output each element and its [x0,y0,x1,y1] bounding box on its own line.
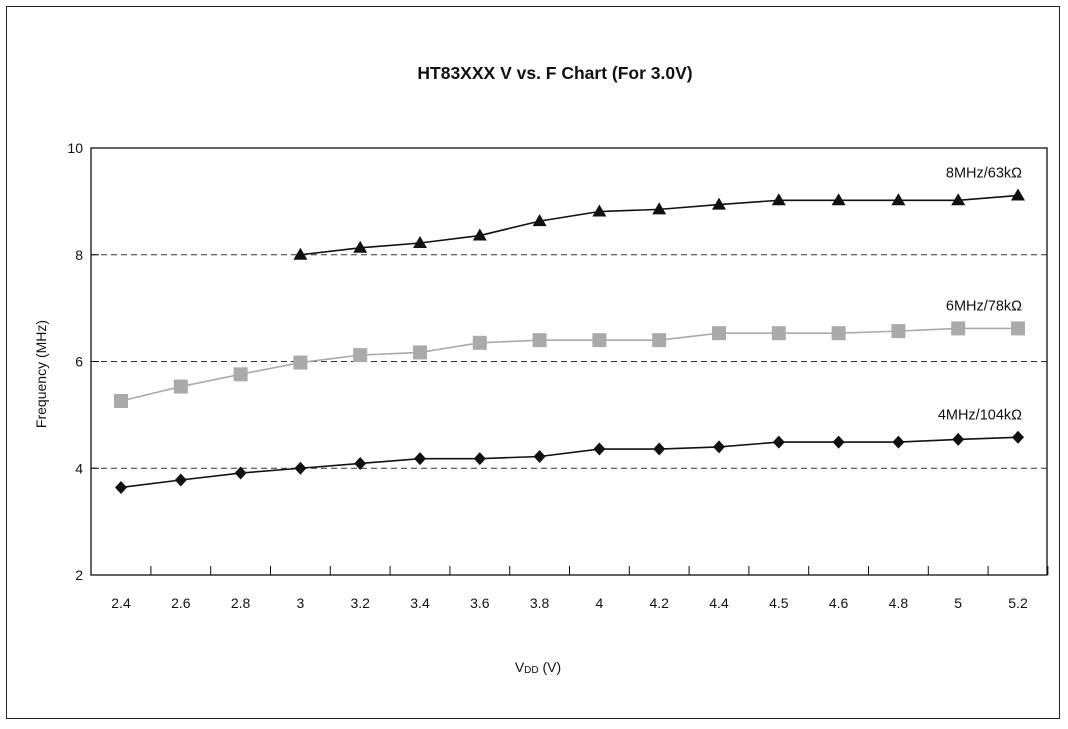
data-point-square [353,348,368,363]
data-point-triangle [472,228,487,241]
series-2 [115,430,1024,494]
data-point-triangle [712,197,726,210]
x-tick-label: 5 [954,595,962,611]
y-tick-labels: 2 4 6 8 10 [67,140,83,583]
x-tick-label: 4.4 [709,595,729,611]
y-tick-label: 10 [67,140,83,156]
data-point-diamond [533,450,546,464]
data-point-diamond [772,435,785,449]
data-point-triangle [831,193,846,206]
y-tick-label: 4 [75,460,83,476]
data-point-square [293,355,308,370]
x-tick-label: 2.6 [171,595,191,611]
x-axis-label: VDD (V) [515,659,561,676]
data-point-square [472,335,487,350]
x-tick-label: 3 [297,595,305,611]
data-point-triangle [532,214,547,227]
data-point-diamond [294,461,307,475]
data-point-diamond [234,466,247,480]
data-point-diamond [1012,430,1024,444]
axes [90,147,1049,576]
data-point-triangle [1011,188,1025,201]
data-point-square [114,393,128,408]
data-point-diamond [473,452,486,466]
data-point-square [413,345,427,360]
x-tick-label: 3.8 [530,595,550,611]
chart-title: HT83XXX V vs. F Chart (For 3.0V) [417,63,692,83]
data-point-diamond [653,442,666,456]
series [114,188,1025,494]
series-line [120,327,1018,402]
x-tick-label: 3.2 [350,595,370,611]
x-axis-label-subscript: DD [524,665,538,676]
x-tick-label: 5.2 [1008,595,1028,611]
x-tick-label: 2.8 [231,595,251,611]
series-label-2: 4MHz/104kΩ [938,407,1022,423]
data-point-triangle [592,204,607,217]
data-point-diamond [892,435,905,449]
data-point-diamond [354,456,367,470]
series-label-0: 8MHz/63kΩ [946,166,1022,182]
series-line [120,436,1019,489]
x-tick-labels: 2.4 2.6 2.8 3 3.2 3.4 3.6 3.8 4 4.2 4.4 4.5 4.6 4.8 5 5… [111,595,1028,611]
series-label-1: 6MHz/78kΩ [946,298,1022,314]
gridlines [91,254,1047,469]
data-point-square [891,324,906,339]
x-axis-label-unit: (V) [539,659,562,675]
data-point-square [1011,321,1025,336]
x-tick-label: 3.6 [470,595,490,611]
data-point-square [592,333,607,348]
chart-frame [6,6,1060,719]
series-0 [293,188,1025,260]
data-point-square [771,326,786,341]
data-point-diamond [713,440,725,454]
data-point-diamond [593,442,606,456]
x-tick-label: 4.5 [769,595,789,611]
data-point-triangle [771,193,786,206]
y-axis-label: Frequency (MHz) [33,320,49,428]
x-tick-label: 4.8 [889,595,909,611]
data-point-triangle [293,247,308,260]
data-point-diamond [832,435,845,449]
x-tick-label: 2.4 [111,595,131,611]
data-point-diamond [115,480,127,494]
data-point-square [951,321,966,336]
y-tick-label: 2 [75,567,83,583]
y-tick-label: 6 [75,354,83,370]
data-point-square [173,379,188,394]
x-tick-label: 4 [596,595,604,611]
data-point-square [831,326,846,341]
data-point-triangle [891,193,906,206]
data-point-square [652,333,667,348]
data-point-diamond [174,473,187,487]
data-point-triangle [951,193,966,206]
x-tick-label: 4.2 [649,595,669,611]
data-point-square [712,326,726,341]
data-point-diamond [952,432,965,446]
x-tick-label: 3.4 [410,595,430,611]
x-tick-label: 4.6 [829,595,849,611]
data-point-square [233,367,248,382]
data-point-square [532,333,547,348]
series-labels: 8MHz/63kΩ 6MHz/78kΩ 4MHz/104kΩ [938,166,1022,424]
y-tick-label: 8 [75,247,83,263]
data-point-triangle [353,240,368,253]
data-point-diamond [414,452,426,466]
x-axis-label-main: V [515,659,525,675]
series-1 [114,321,1025,408]
data-point-triangle [652,202,667,215]
data-point-triangle [413,236,427,249]
